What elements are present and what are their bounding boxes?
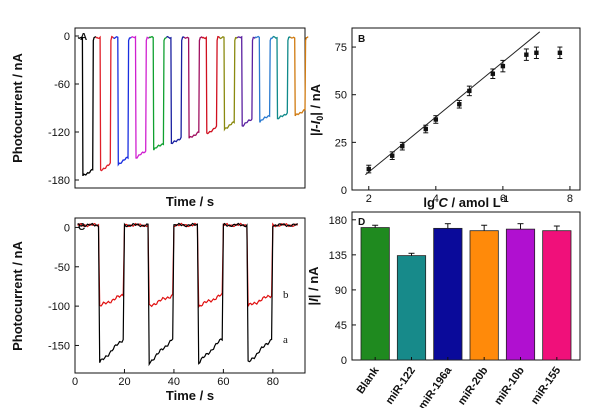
panel-d-category-label: miR-20b: [456, 365, 491, 408]
panel-d-ytick-label: 45: [335, 320, 347, 332]
series-a-label: a: [283, 334, 288, 346]
panel-b-point: [423, 126, 428, 132]
panel-c-xtick-label: 80: [267, 376, 279, 388]
panel-d-ytick-label: 180: [329, 215, 347, 227]
panel-a-ytick-label: -120: [48, 127, 70, 139]
panel-b-xlabel: lg C / amol L-1: [423, 194, 508, 210]
panel-d-bar: [396, 255, 427, 361]
panel-c-ytick-label: -100: [48, 301, 70, 313]
panel-b-ytick-label: 75: [335, 42, 347, 54]
panel-a: A Photocurrent / nA Time / s 0 -60 -120 -18…: [10, 27, 309, 209]
panel-a-series-line: [130, 35, 150, 159]
panel-a-series-line: [219, 36, 238, 132]
panel-c-frame: [74, 217, 306, 374]
panel-b-point: [524, 52, 529, 57]
panel-c-xtick-label: 20: [118, 376, 130, 388]
panel-a-series-line: [77, 35, 97, 177]
panel-c-xtick-label: 40: [168, 376, 180, 388]
panel-c-letter: C: [78, 222, 85, 233]
panel-c-ytick-label: 0: [64, 222, 70, 234]
panel-a-ytick-label: -180: [48, 175, 70, 187]
panel-b: B |I-I0| / nA lg C / amol L-1 0 25 50 75 2 4 6…: [308, 27, 581, 210]
panel-b-frame: [351, 27, 581, 191]
panel-d-ytick-label: 135: [329, 250, 347, 262]
panel-b-point: [490, 71, 496, 76]
panel-d-letter: D: [358, 217, 365, 228]
panel-d-bar: [505, 228, 536, 361]
panel-a-xlabel: Time / s: [166, 194, 214, 209]
panel-b-point: [400, 143, 405, 149]
panel-b-letter: B: [358, 34, 365, 45]
panel-d-frame: [351, 211, 581, 361]
panel-c-ylabel: Photocurrent / nA: [10, 241, 25, 351]
panel-b-xtick-label: 2: [366, 193, 372, 205]
panel-a-series-line: [95, 35, 115, 172]
panel-d-category-label: miR-155: [529, 365, 563, 407]
panel-a-series-line: [254, 35, 274, 123]
panel-c-ytick-label: -50: [54, 262, 70, 274]
series-b-label: b: [283, 289, 289, 301]
panel-b-point: [500, 63, 506, 69]
panel-b-ytick-label: 25: [335, 137, 347, 149]
panel-a-ytick-label: 0: [64, 31, 70, 43]
panel-b-point: [467, 88, 472, 94]
panel-b-point: [390, 153, 395, 158]
panel-d-category-label: miR-10b: [492, 365, 527, 408]
panel-a-ytick-label: -60: [54, 79, 70, 91]
panel-d-category-label: miR-122: [384, 365, 418, 407]
panel-b-point: [534, 50, 539, 55]
panel-a-ylabel: Photocurrent / nA: [10, 53, 25, 163]
panel-b-point: [457, 102, 462, 107]
panel-b-point: [557, 50, 563, 55]
panel-d-ylabel: |I| / nA: [306, 266, 321, 306]
panel-d-category-label: Blank: [355, 364, 383, 396]
panel-c-xtick-label: 60: [217, 376, 229, 388]
panel-b-point: [366, 166, 371, 172]
panel-c-series-line: [77, 222, 299, 367]
panel-c: C Photocurrent / nA Time / s 0 -50 -100 -15…: [10, 217, 306, 403]
panel-c-xlabel: Time / s: [166, 388, 214, 403]
panel-a-series-line: [113, 35, 132, 167]
panel-a-series-line: [201, 35, 221, 135]
panel-b-fit-line: [365, 31, 541, 176]
panel-d-bar: [469, 230, 499, 361]
panel-a-series-line: [183, 36, 203, 139]
panel-d-category-label: miR-196a: [416, 364, 454, 408]
panel-a-series-line: [289, 36, 309, 117]
panel-b-xtick-label: 4: [433, 193, 439, 205]
panel-d-bar: [542, 230, 572, 361]
panel-d-ytick-label: 0: [341, 355, 347, 367]
panel-b-xtick-label: 8: [567, 193, 573, 205]
panel-a-series-line: [236, 35, 256, 128]
panel-a-series-line: [148, 35, 168, 151]
panel-c-xtick-label: 0: [72, 376, 78, 388]
panel-b-ytick-label: 50: [335, 90, 347, 102]
panel-a-series-line: [272, 35, 291, 120]
panel-b-ylabel: |I-I0| / nA: [308, 83, 325, 136]
panel-d-bar: [433, 227, 463, 361]
panel-b-point: [433, 117, 439, 122]
panel-b-xtick-label: 6: [500, 193, 506, 205]
panel-d-ytick-label: 90: [335, 285, 347, 297]
panel-c-ytick-label: -150: [48, 340, 70, 352]
panel-a-letter: A: [80, 32, 87, 43]
panel-b-ytick-label: 0: [341, 185, 347, 197]
panel-d-bar: [360, 227, 390, 361]
panel-a-series-line: [166, 35, 185, 145]
panel-c-series-line: [77, 222, 298, 309]
